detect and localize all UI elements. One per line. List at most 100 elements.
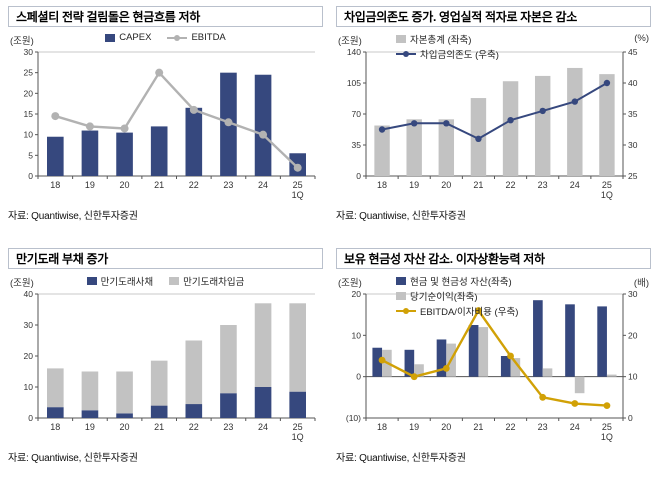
svg-text:21: 21 xyxy=(154,422,164,432)
svg-text:24: 24 xyxy=(570,422,580,432)
svg-text:19: 19 xyxy=(85,180,95,190)
svg-text:23: 23 xyxy=(538,422,548,432)
chart-legend: 자본총계 (좌축) 차입금의존도 (우축) xyxy=(396,32,499,61)
legend-label: 만기도래차입금 xyxy=(183,277,245,288)
svg-text:24: 24 xyxy=(258,180,268,190)
svg-text:0: 0 xyxy=(28,413,33,423)
legend-item: 만기도래차입금 xyxy=(169,274,244,288)
svg-text:20: 20 xyxy=(24,88,34,98)
svg-text:30: 30 xyxy=(628,140,638,150)
svg-text:0: 0 xyxy=(628,413,633,423)
legend-item: EBITDA xyxy=(167,32,226,43)
svg-text:45: 45 xyxy=(628,47,638,57)
svg-text:20: 20 xyxy=(441,422,451,432)
svg-text:20: 20 xyxy=(120,422,130,432)
svg-text:35: 35 xyxy=(352,140,362,150)
chart-title: 스페셜티 전략 걸림돌은 현금흐름 저하 xyxy=(8,6,323,27)
left-axis-unit: (조원) xyxy=(10,36,34,47)
svg-text:21: 21 xyxy=(473,180,483,190)
left-axis-unit: (조원) xyxy=(338,36,362,47)
svg-text:25: 25 xyxy=(24,68,34,78)
legend-label: 당기순이익(좌축) xyxy=(410,292,478,303)
svg-text:30: 30 xyxy=(24,47,34,57)
svg-text:10: 10 xyxy=(628,372,638,382)
svg-text:18: 18 xyxy=(377,180,387,190)
chart-title: 보유 현금성 자산 감소. 이자상환능력 저하 xyxy=(336,248,651,269)
chart-area: (조원) 만기도래사채 만기도래차입금 0 10 20 30 40 18 19 20 21 22 23… xyxy=(8,274,323,446)
svg-text:24: 24 xyxy=(570,180,580,190)
svg-text:24: 24 xyxy=(258,422,268,432)
source-note: 자료: Quantiwise, 신한투자증권 xyxy=(8,453,138,464)
svg-text:30: 30 xyxy=(628,289,638,299)
svg-text:1Q: 1Q xyxy=(292,432,304,442)
chart-area: (조원) (%) 자본총계 (좌축) 차입금의존도 (우축) 0 35 70 105 14… xyxy=(336,32,651,204)
svg-text:22: 22 xyxy=(506,180,516,190)
svg-text:10: 10 xyxy=(24,382,34,392)
legend-label: 만기도래사채 xyxy=(100,277,154,288)
chart-area: (조원) CAPEX EBITDA 0 5 10 15 20 25 30 18 19 20 21 22 2… xyxy=(8,32,323,204)
svg-text:25: 25 xyxy=(602,422,612,432)
legend-bar-marker-icon xyxy=(396,292,406,300)
legend-bar-marker-icon xyxy=(105,33,116,42)
svg-text:19: 19 xyxy=(409,422,419,432)
legend-line-marker-icon xyxy=(167,34,188,41)
svg-text:20: 20 xyxy=(24,351,34,361)
svg-text:18: 18 xyxy=(377,422,387,432)
svg-text:23: 23 xyxy=(223,422,233,432)
svg-text:25: 25 xyxy=(628,171,638,181)
svg-text:23: 23 xyxy=(223,180,233,190)
svg-text:30: 30 xyxy=(24,320,34,330)
legend-item: EBITDA/이자비용 (우축) xyxy=(396,304,518,318)
svg-text:1Q: 1Q xyxy=(292,190,304,200)
legend-item: 현금 및 현금성 자산(좌축) xyxy=(396,274,512,288)
svg-text:105: 105 xyxy=(347,78,361,88)
svg-text:10: 10 xyxy=(352,330,362,340)
chart-panel-capex-ebitda: 스페셜티 전략 걸림돌은 현금흐름 저하 (조원) CAPEX EBITDA 0 5… xyxy=(8,6,323,222)
legend-bar-marker-icon xyxy=(396,277,406,285)
source-note: 자료: Quantiwise, 신한투자증권 xyxy=(336,453,466,464)
legend-item: 만기도래사채 xyxy=(86,274,154,288)
svg-text:10: 10 xyxy=(24,130,34,140)
svg-text:0: 0 xyxy=(356,372,361,382)
legend-item: 자본총계 (좌축) xyxy=(396,32,471,46)
chart-area: (조원) (배) 현금 및 현금성 자산(좌축) 당기순이익(좌축) EBITDA/… xyxy=(336,274,651,446)
legend-line-marker-icon xyxy=(396,51,416,57)
legend-item: CAPEX xyxy=(105,32,151,43)
svg-text:20: 20 xyxy=(441,180,451,190)
chart-panel-debt-dependence: 차입금의존도 증가. 영업실적 적자로 자본은 감소 (조원) (%) 자본총계… xyxy=(336,6,651,222)
svg-text:40: 40 xyxy=(24,289,34,299)
legend-bar-marker-icon xyxy=(86,277,97,285)
svg-text:70: 70 xyxy=(352,109,362,119)
legend-bar-marker-icon xyxy=(396,35,406,43)
chart-legend: 현금 및 현금성 자산(좌축) 당기순이익(좌축) EBITDA/이자비용 (우축) xyxy=(396,274,518,318)
legend-line-marker-icon xyxy=(396,308,416,314)
svg-text:18: 18 xyxy=(50,422,60,432)
left-axis-unit: (조원) xyxy=(338,278,362,289)
legend-item: 차입금의존도 (우축) xyxy=(396,47,499,61)
svg-text:19: 19 xyxy=(409,180,419,190)
chart-panel-cash-interest: 보유 현금성 자산 감소. 이자상환능력 저하 (조원) (배) 현금 및 현금… xyxy=(336,248,651,464)
legend-label: EBITDA xyxy=(191,32,226,43)
svg-text:0: 0 xyxy=(28,171,33,181)
svg-text:20: 20 xyxy=(628,330,638,340)
legend-label: 차입금의존도 (우축) xyxy=(420,50,499,61)
legend-label: EBITDA/이자비용 (우축) xyxy=(420,307,519,318)
chart-title: 차입금의존도 증가. 영업실적 적자로 자본은 감소 xyxy=(336,6,651,27)
chart-legend: 만기도래사채 만기도래차입금 xyxy=(38,274,293,288)
svg-text:19: 19 xyxy=(85,422,95,432)
svg-text:25: 25 xyxy=(293,180,303,190)
svg-text:22: 22 xyxy=(189,422,199,432)
svg-text:23: 23 xyxy=(538,180,548,190)
legend-item: 당기순이익(좌축) xyxy=(396,289,478,303)
svg-text:15: 15 xyxy=(24,109,34,119)
left-axis-unit: (조원) xyxy=(10,278,34,289)
svg-text:1Q: 1Q xyxy=(601,190,613,200)
svg-text:1Q: 1Q xyxy=(601,432,613,442)
source-note: 자료: Quantiwise, 신한투자증권 xyxy=(8,211,138,222)
svg-text:22: 22 xyxy=(189,180,199,190)
svg-text:25: 25 xyxy=(293,422,303,432)
svg-text:140: 140 xyxy=(347,47,361,57)
legend-bar-marker-icon xyxy=(169,277,180,285)
